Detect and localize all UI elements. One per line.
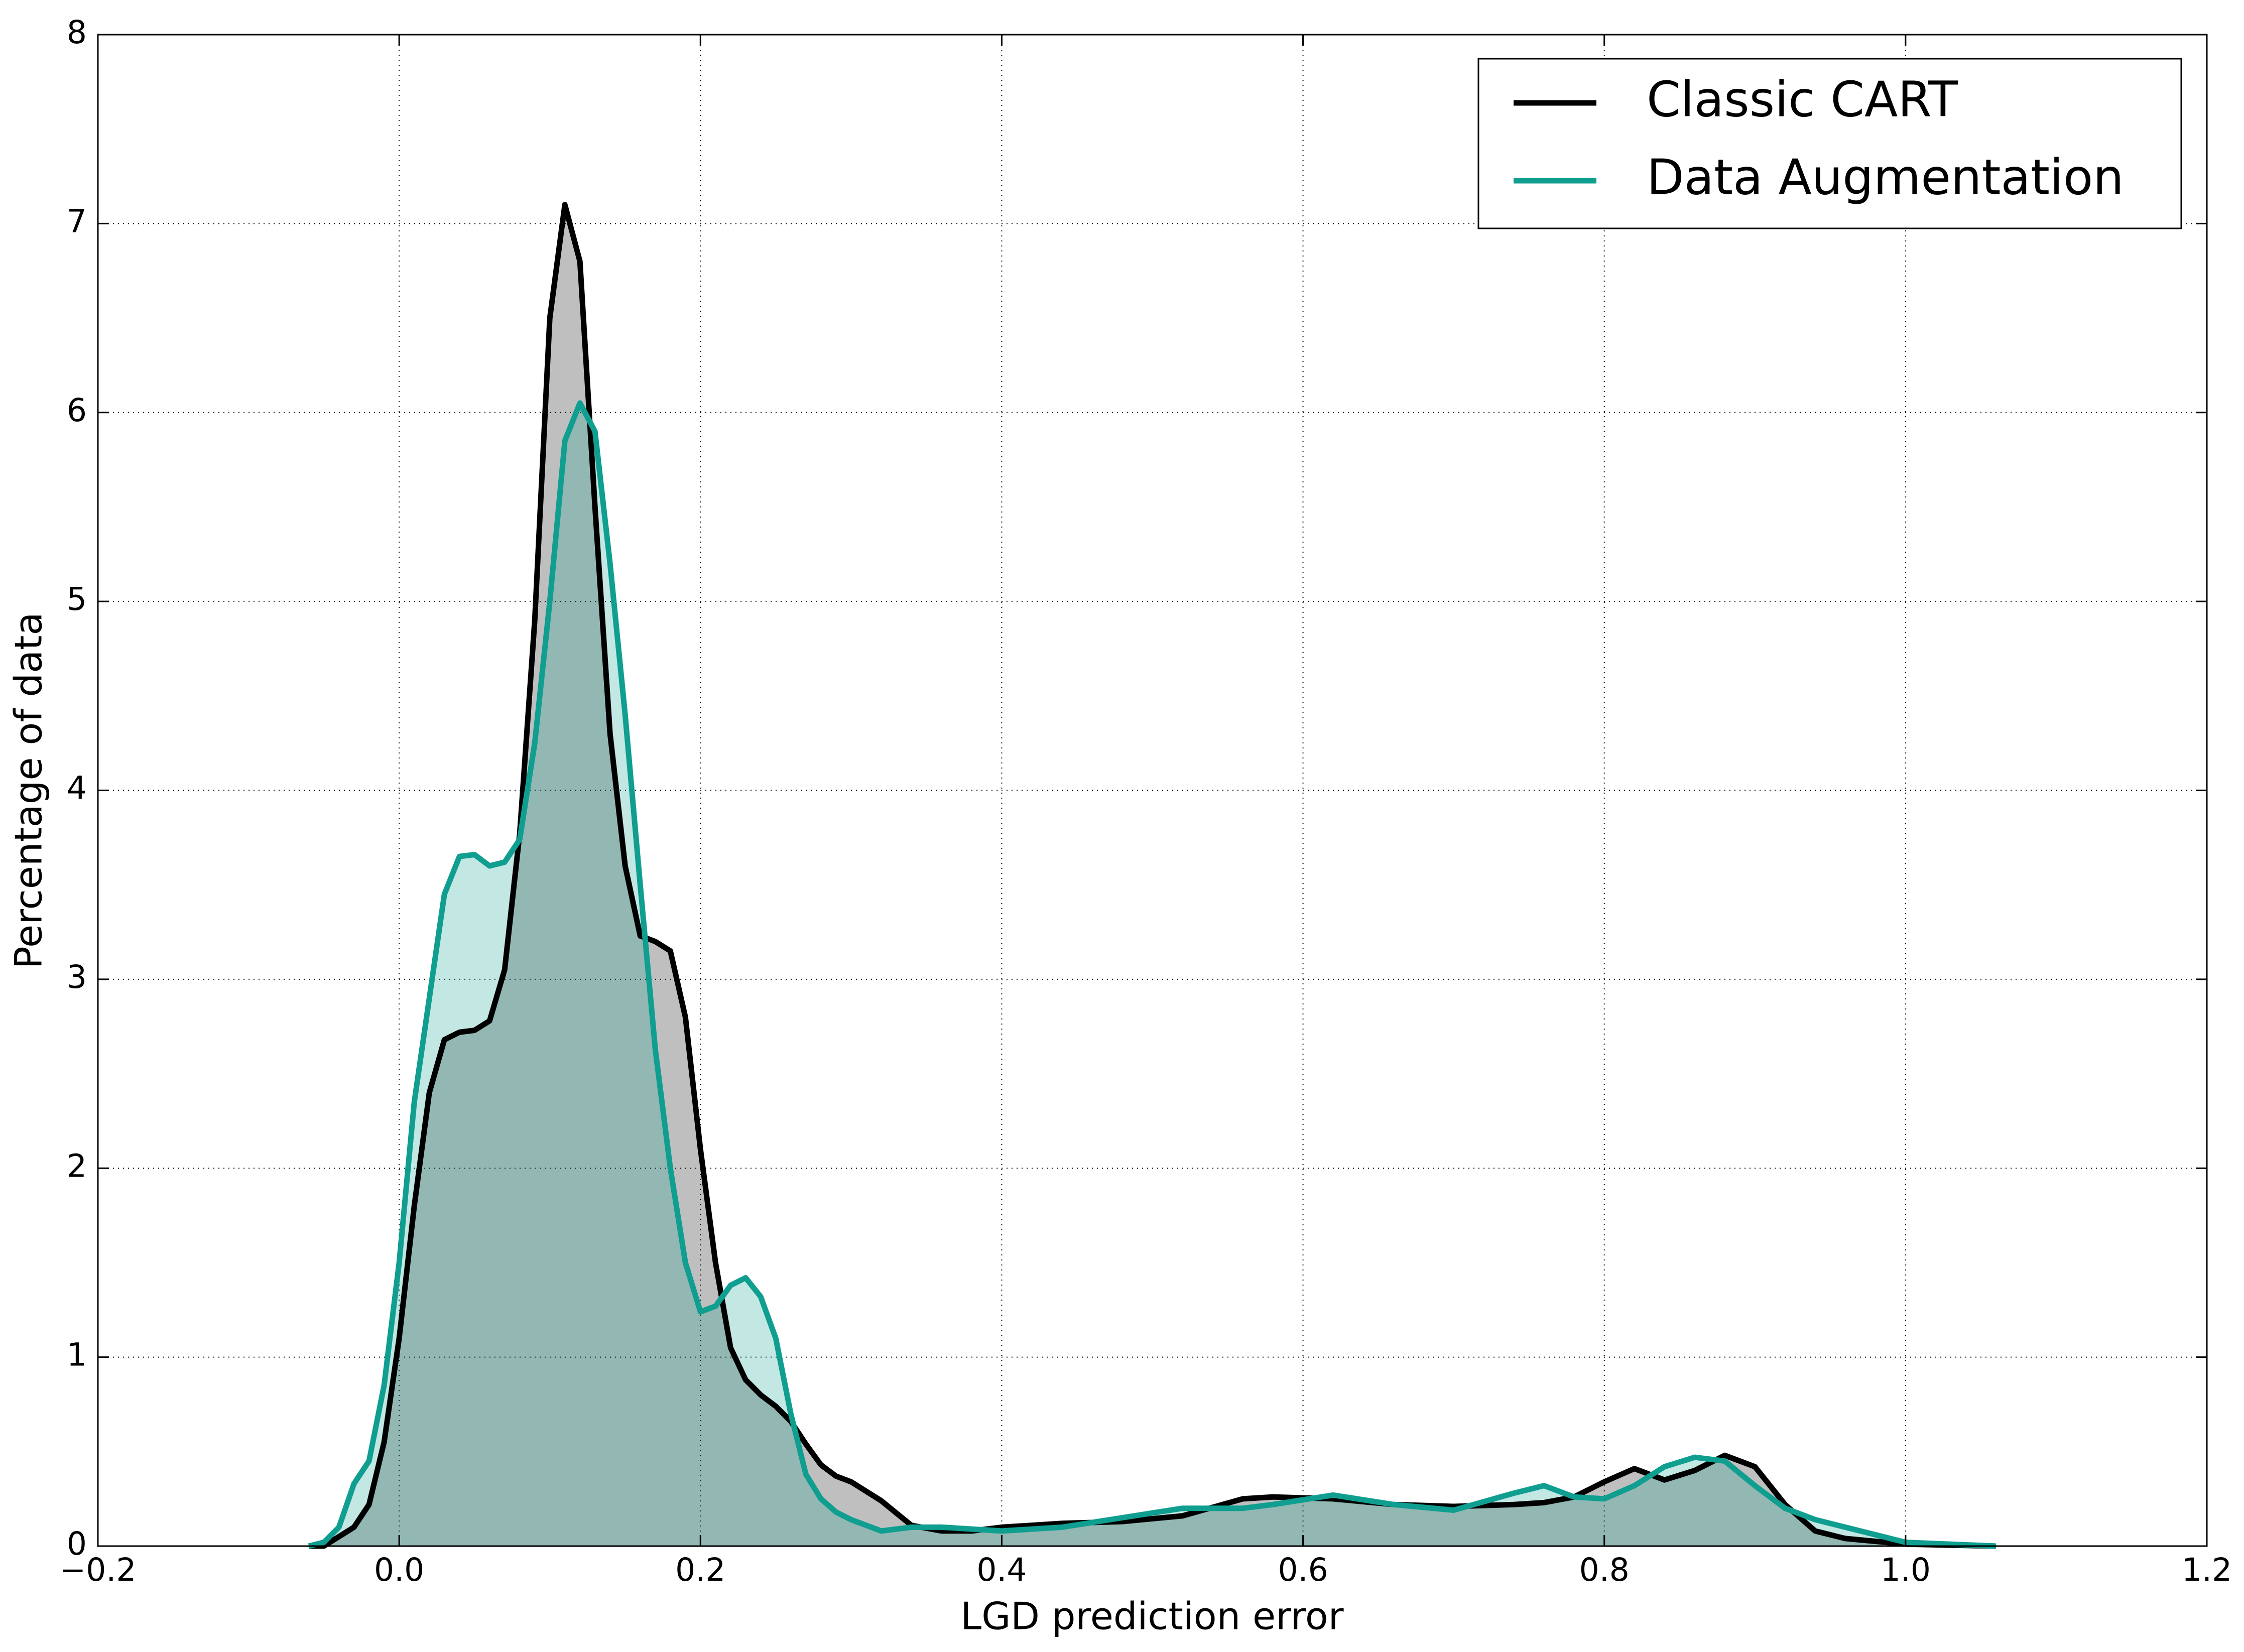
x-tick-label: 0.8 bbox=[1579, 1552, 1630, 1588]
x-tick-label: 1.2 bbox=[2182, 1552, 2232, 1588]
line bbox=[308, 400, 1997, 1549]
legend-box bbox=[1477, 58, 2182, 229]
legend-label: Classic CART bbox=[1647, 71, 1958, 128]
x-tick-label: −0.2 bbox=[60, 1552, 137, 1588]
y-tick-label: 6 bbox=[67, 392, 87, 429]
y-tick-label: 2 bbox=[67, 1148, 87, 1184]
y-tick-label: 8 bbox=[67, 14, 87, 51]
area-fill bbox=[309, 403, 1996, 1547]
y-tick-label: 4 bbox=[67, 770, 87, 807]
y-tick-label: 3 bbox=[67, 959, 87, 995]
x-tick-label: 0.2 bbox=[675, 1552, 725, 1588]
area-fill bbox=[309, 204, 1996, 1547]
x-tick-label: 0.4 bbox=[976, 1552, 1027, 1588]
y-tick-label: 5 bbox=[67, 581, 87, 617]
x-tick-label: 1.0 bbox=[1881, 1552, 1931, 1588]
legend: Classic CART Data Augmentation bbox=[1477, 58, 2182, 229]
y-axis-label: Percentage of data bbox=[7, 612, 51, 969]
line bbox=[309, 202, 1997, 1549]
y-tick-label: 7 bbox=[67, 203, 87, 239]
x-tick-label: 0.6 bbox=[1278, 1552, 1328, 1588]
legend-label: Data Augmentation bbox=[1647, 149, 2124, 205]
y-tick-label: 1 bbox=[67, 1337, 87, 1373]
y-tick-label: 0 bbox=[67, 1526, 87, 1562]
x-axis-label: LGD prediction error bbox=[960, 1594, 1343, 1638]
x-tick-label: 0.0 bbox=[374, 1552, 424, 1588]
